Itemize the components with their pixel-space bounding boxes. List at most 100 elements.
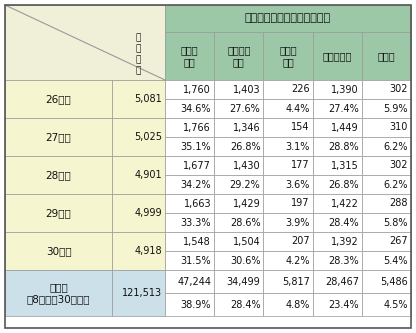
Text: 1,422: 1,422	[331, 198, 359, 208]
Bar	[165, 293, 214, 316]
Text: 267: 267	[389, 236, 408, 246]
Text: 30年度: 30年度	[46, 246, 71, 256]
Text: 28.4%: 28.4%	[230, 299, 260, 309]
Bar	[112, 156, 165, 194]
Text: 審　議　結　果　の　区　分: 審 議 結 果 の 区 分	[245, 14, 331, 24]
Bar	[263, 99, 312, 118]
Text: 154: 154	[291, 123, 310, 133]
Bar	[312, 156, 362, 175]
Bar	[5, 232, 112, 270]
Bar	[362, 251, 411, 270]
Text: その他: その他	[378, 51, 395, 61]
Bar	[214, 194, 263, 213]
Bar	[312, 232, 362, 251]
Text: 5,817: 5,817	[282, 276, 310, 286]
Text: 302: 302	[389, 161, 408, 170]
Text: 実施は
困難: 実施は 困難	[279, 45, 297, 67]
Text: 5.9%: 5.9%	[384, 104, 408, 114]
Text: 197: 197	[291, 198, 310, 208]
Bar	[312, 213, 362, 232]
Bar	[5, 80, 112, 118]
Text: 34.2%: 34.2%	[181, 179, 211, 189]
Text: 現行どおり: 現行どおり	[322, 51, 352, 61]
Bar	[362, 118, 411, 137]
Text: 6.2%: 6.2%	[384, 179, 408, 189]
Bar	[312, 80, 362, 99]
Text: 28年度: 28年度	[46, 170, 72, 180]
Text: 4,918: 4,918	[134, 246, 162, 256]
Text: 28.3%: 28.3%	[328, 255, 359, 265]
Text: 1,504: 1,504	[233, 236, 260, 246]
Bar	[5, 194, 112, 232]
Bar	[214, 175, 263, 194]
Text: 累　計
（8年度～30年度）: 累 計 （8年度～30年度）	[27, 282, 90, 304]
Bar	[362, 293, 411, 316]
Bar	[263, 156, 312, 175]
Text: 1,663: 1,663	[183, 198, 211, 208]
Bar	[263, 251, 312, 270]
Text: 27.4%: 27.4%	[328, 104, 359, 114]
Bar	[112, 270, 165, 316]
Bar	[5, 156, 112, 194]
Text: 4.5%: 4.5%	[384, 299, 408, 309]
Bar	[362, 99, 411, 118]
Text: 4.4%: 4.4%	[285, 104, 310, 114]
Text: 35.1%: 35.1%	[181, 142, 211, 152]
Text: 1,346: 1,346	[233, 123, 260, 133]
Text: 28.8%: 28.8%	[328, 142, 359, 152]
Bar	[214, 213, 263, 232]
Text: 27.6%: 27.6%	[230, 104, 260, 114]
Bar	[214, 251, 263, 270]
Text: 288: 288	[389, 198, 408, 208]
Bar	[312, 99, 362, 118]
Bar	[5, 270, 112, 316]
Bar	[312, 251, 362, 270]
Bar	[165, 99, 214, 118]
Text: 34.6%: 34.6%	[181, 104, 211, 114]
Bar	[214, 293, 263, 316]
Text: 30.6%: 30.6%	[230, 255, 260, 265]
Text: 3.9%: 3.9%	[285, 217, 310, 227]
Bar	[263, 293, 312, 316]
Bar	[362, 137, 411, 156]
Bar	[112, 232, 165, 270]
Bar	[165, 270, 214, 293]
Bar	[5, 5, 165, 80]
Text: 4.8%: 4.8%	[285, 299, 310, 309]
Bar	[214, 80, 263, 99]
Bar	[165, 213, 214, 232]
Text: 28.6%: 28.6%	[230, 217, 260, 227]
Text: 26.8%: 26.8%	[230, 142, 260, 152]
Text: 29年度: 29年度	[46, 208, 72, 218]
Text: 33.3%: 33.3%	[181, 217, 211, 227]
Text: 28.4%: 28.4%	[328, 217, 359, 227]
Bar	[214, 232, 263, 251]
Text: 27年度: 27年度	[46, 132, 72, 142]
Bar	[165, 251, 214, 270]
Bar	[112, 80, 165, 118]
Bar	[214, 118, 263, 137]
Text: 1,430: 1,430	[233, 161, 260, 170]
Bar	[263, 232, 312, 251]
Text: 177: 177	[291, 161, 310, 170]
Text: 1,760: 1,760	[183, 85, 211, 95]
Text: 5,081: 5,081	[134, 94, 162, 104]
Bar	[312, 293, 362, 316]
Bar	[165, 32, 214, 80]
Bar	[112, 194, 165, 232]
Text: 1,449: 1,449	[331, 123, 359, 133]
Text: 26年度: 26年度	[46, 94, 72, 104]
Bar	[214, 270, 263, 293]
Bar	[263, 270, 312, 293]
Text: 1,390: 1,390	[331, 85, 359, 95]
Text: 3.1%: 3.1%	[285, 142, 310, 152]
Text: 34,499: 34,499	[227, 276, 260, 286]
Bar	[165, 156, 214, 175]
Text: 302: 302	[389, 85, 408, 95]
Bar	[263, 175, 312, 194]
Text: 4,901: 4,901	[134, 170, 162, 180]
Text: 26.8%: 26.8%	[328, 179, 359, 189]
Bar	[165, 194, 214, 213]
Bar	[5, 118, 112, 156]
Text: 5,025: 5,025	[134, 132, 162, 142]
